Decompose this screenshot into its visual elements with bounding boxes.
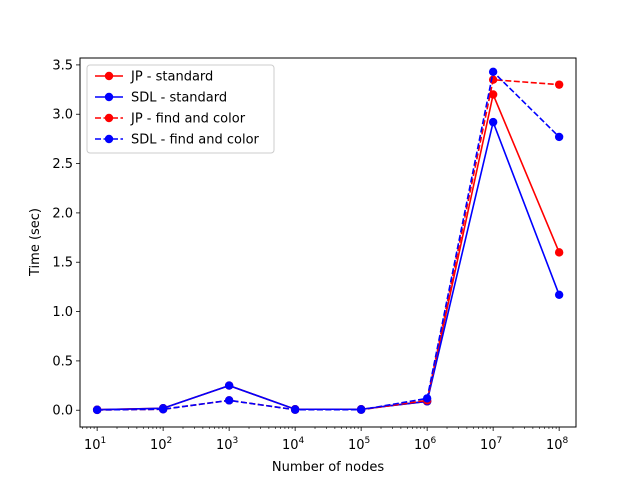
- plot-frame: [79, 57, 577, 428]
- y-tick-label: 2.0: [52, 206, 73, 221]
- x-tick-label: 107: [480, 436, 502, 453]
- legend-marker-0: [104, 71, 114, 81]
- legend-marker-3: [104, 134, 114, 144]
- data-point: [488, 67, 498, 77]
- y-axis-label: Time (sec): [28, 208, 43, 277]
- y-tick-label: 0.0: [52, 404, 73, 419]
- data-point: [554, 80, 564, 89]
- data-point: [92, 405, 102, 415]
- legend-entry-3: SDL - find and color: [131, 133, 260, 148]
- data-point: [290, 405, 300, 414]
- series-layer: [92, 67, 564, 415]
- legend-entry-2: JP - find and color: [130, 112, 246, 127]
- x-tick-label: 104: [282, 436, 305, 453]
- y-tick-label: 0.5: [52, 354, 73, 369]
- x-axis-label: Number of nodes: [272, 460, 384, 475]
- legend-marker-1: [104, 92, 114, 102]
- series-line-3: [97, 70, 560, 411]
- legend-entry-1: SDL - standard: [131, 91, 227, 106]
- y-axis: 0.0 0.5 1.0 1.5 2.0 2.5 3.0 3.5: [52, 58, 80, 419]
- data-point: [488, 117, 498, 127]
- legend: JP - standard SDL - standard JP - find and…: [86, 64, 275, 154]
- legend-box: [86, 64, 275, 154]
- x-tick-label: 103: [216, 436, 238, 453]
- data-point: [224, 396, 234, 405]
- y-tick-label: 3.5: [52, 58, 73, 73]
- legend-marker-2: [104, 113, 114, 123]
- data-point: [356, 405, 366, 414]
- x-tick-label: 105: [348, 436, 370, 453]
- data-point: [554, 248, 564, 257]
- legend-entry-0: JP - standard: [130, 70, 213, 85]
- data-point: [422, 394, 432, 403]
- data-point: [158, 405, 168, 414]
- x-tick-label: 108: [546, 436, 569, 453]
- x-tick-label: 101: [84, 436, 106, 453]
- data-point: [224, 381, 234, 390]
- y-tick-label: 1.0: [52, 305, 73, 320]
- data-point: [488, 75, 498, 84]
- y-tick-label: 3.0: [52, 108, 73, 123]
- x-tick-label: 102: [150, 436, 172, 453]
- data-point: [554, 290, 564, 299]
- y-tick-label: 2.5: [52, 157, 73, 172]
- x-axis: 101 102 103 104 105 106 107 108: [82, 427, 569, 453]
- x-tick-label: 106: [414, 436, 437, 453]
- y-tick-label: 1.5: [52, 256, 73, 271]
- data-point: [554, 132, 564, 142]
